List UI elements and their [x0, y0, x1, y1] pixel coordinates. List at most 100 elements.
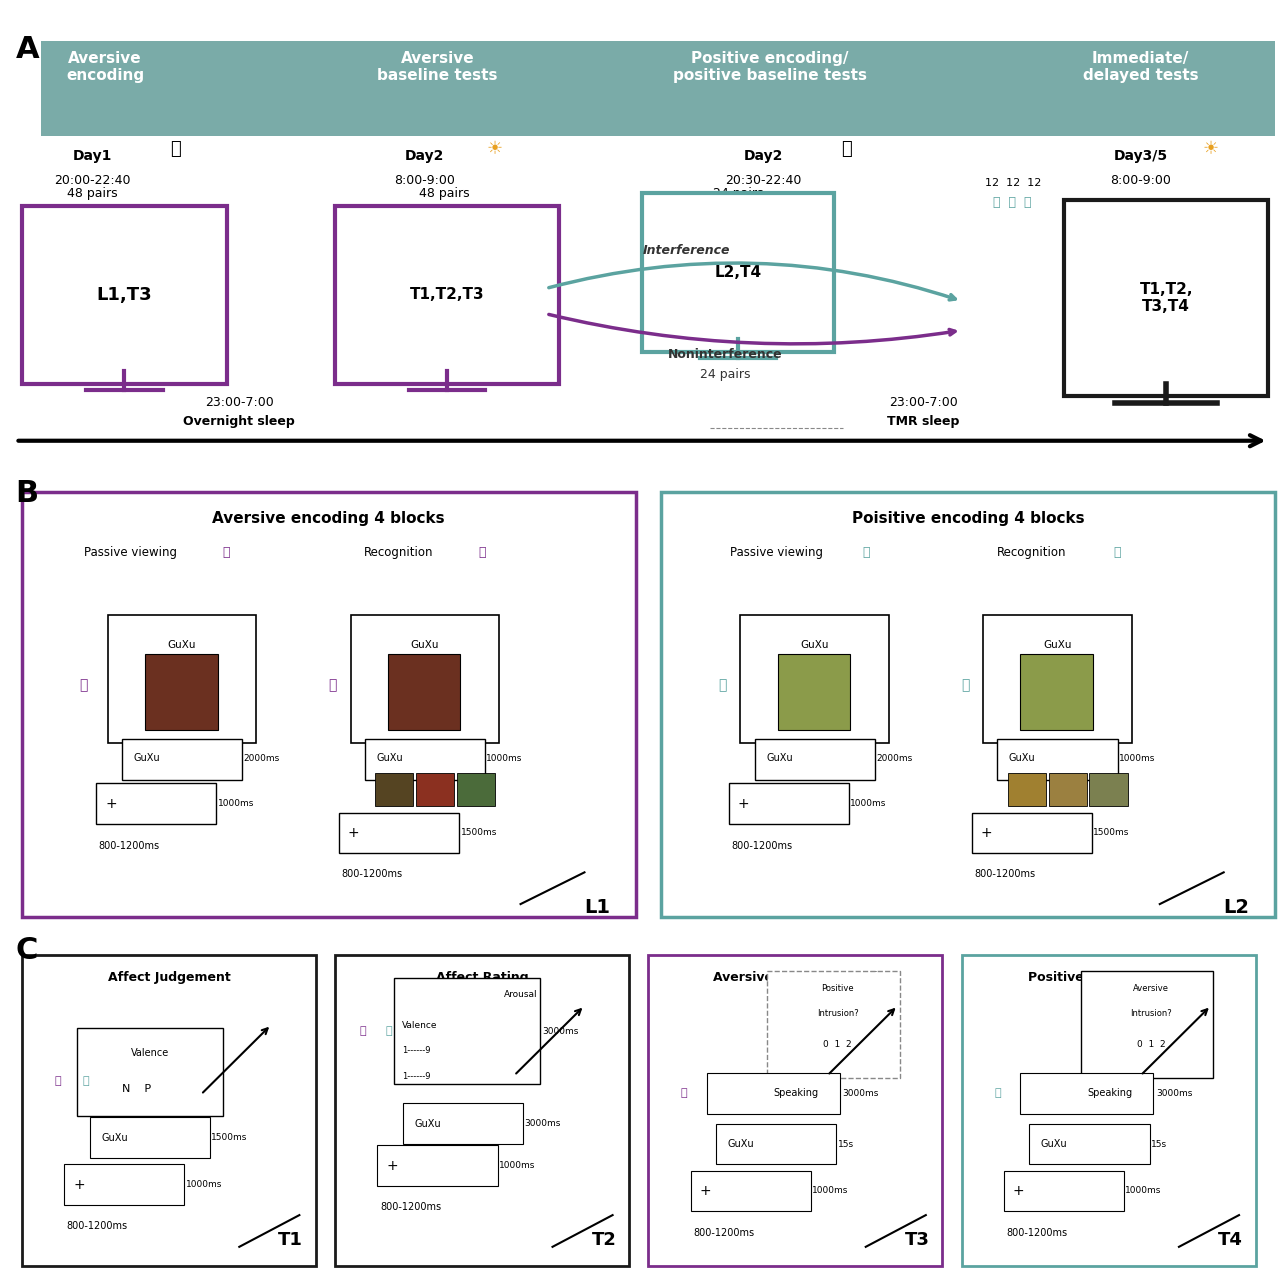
- Text: 23:00-7:00: 23:00-7:00: [205, 397, 273, 409]
- Text: 2000ms: 2000ms: [243, 754, 280, 762]
- FancyBboxPatch shape: [22, 955, 316, 1266]
- FancyBboxPatch shape: [145, 654, 217, 731]
- FancyBboxPatch shape: [642, 194, 833, 352]
- Text: N    P: N P: [122, 1084, 152, 1094]
- FancyBboxPatch shape: [457, 774, 494, 806]
- Text: Recognition: Recognition: [365, 546, 434, 560]
- Text: B: B: [15, 479, 39, 507]
- Text: 1500ms: 1500ms: [461, 829, 497, 838]
- Text: GuXu: GuXu: [1041, 1139, 1067, 1149]
- Text: Aversive memory recall: Aversive memory recall: [713, 972, 878, 984]
- Text: 🔊: 🔊: [360, 1026, 367, 1037]
- Text: 3000ms: 3000ms: [542, 1026, 579, 1035]
- FancyBboxPatch shape: [1030, 1123, 1149, 1164]
- FancyBboxPatch shape: [335, 955, 629, 1266]
- Text: Poisitive encoding 4 blocks: Poisitive encoding 4 blocks: [851, 510, 1084, 525]
- FancyBboxPatch shape: [64, 1164, 185, 1205]
- FancyBboxPatch shape: [661, 492, 1275, 917]
- Text: 1500ms: 1500ms: [211, 1133, 248, 1142]
- Text: +: +: [348, 826, 360, 840]
- Text: Valence: Valence: [402, 1021, 437, 1030]
- Text: 15s: 15s: [1150, 1140, 1167, 1149]
- Text: 1000ms: 1000ms: [1125, 1187, 1162, 1196]
- Text: +: +: [105, 797, 117, 811]
- FancyBboxPatch shape: [729, 783, 849, 824]
- Text: T2: T2: [592, 1232, 616, 1249]
- Text: L1: L1: [584, 898, 610, 917]
- Text: T1,T2,
T3,T4: T1,T2, T3,T4: [1139, 282, 1193, 314]
- Text: Recognition: Recognition: [998, 546, 1067, 560]
- Text: GuXu: GuXu: [800, 640, 829, 650]
- Text: Affect Rating: Affect Rating: [435, 972, 529, 984]
- FancyBboxPatch shape: [1089, 774, 1127, 806]
- Text: Positive encoding/
positive baseline tests: Positive encoding/ positive baseline tes…: [673, 51, 867, 83]
- Text: 800-1200ms: 800-1200ms: [99, 840, 159, 850]
- Text: 🔊  🔊  🔊: 🔊 🔊 🔊: [994, 196, 1032, 209]
- Text: Day3/5: Day3/5: [1113, 149, 1167, 163]
- Text: 🔊: 🔊: [1113, 546, 1121, 560]
- Text: L1,T3: L1,T3: [96, 286, 152, 303]
- FancyBboxPatch shape: [1008, 774, 1046, 806]
- Text: +: +: [981, 826, 993, 840]
- Text: 🔊: 🔊: [479, 546, 485, 560]
- Text: 1000ms: 1000ms: [217, 799, 254, 808]
- Text: Aversive
encoding: Aversive encoding: [65, 51, 144, 83]
- Text: 🔊: 🔊: [222, 546, 230, 560]
- Text: 800-1200ms: 800-1200ms: [67, 1221, 128, 1232]
- Text: Day1: Day1: [73, 149, 112, 163]
- Text: 1000ms: 1000ms: [1118, 754, 1156, 762]
- Text: 24 pairs: 24 pairs: [713, 187, 763, 200]
- Text: 1500ms: 1500ms: [1093, 829, 1130, 838]
- Text: GuXu: GuXu: [1009, 754, 1035, 764]
- Text: Day2: Day2: [404, 149, 444, 163]
- FancyBboxPatch shape: [1064, 200, 1269, 397]
- FancyBboxPatch shape: [375, 774, 413, 806]
- Text: 800-1200ms: 800-1200ms: [975, 868, 1035, 878]
- Text: 🔊: 🔊: [994, 1089, 1000, 1098]
- FancyBboxPatch shape: [22, 492, 636, 917]
- FancyBboxPatch shape: [339, 812, 460, 853]
- Text: Passive viewing: Passive viewing: [85, 546, 177, 560]
- Text: Passive viewing: Passive viewing: [729, 546, 823, 560]
- Text: 800-1200ms: 800-1200ms: [732, 840, 792, 850]
- FancyBboxPatch shape: [41, 41, 1275, 136]
- Text: GuXu: GuXu: [728, 1139, 754, 1149]
- Text: T4: T4: [1219, 1232, 1243, 1249]
- Text: TMR sleep: TMR sleep: [887, 416, 959, 428]
- FancyBboxPatch shape: [778, 654, 850, 731]
- Text: 3000ms: 3000ms: [1156, 1089, 1193, 1098]
- FancyBboxPatch shape: [335, 205, 559, 384]
- Text: 1000ms: 1000ms: [186, 1181, 222, 1190]
- Text: Aversive
baseline tests: Aversive baseline tests: [377, 51, 498, 83]
- Text: 0  1  2: 0 1 2: [1136, 1040, 1165, 1049]
- Text: 🔊: 🔊: [962, 678, 969, 692]
- Text: Interference: Interference: [643, 244, 731, 256]
- Text: L2,T4: L2,T4: [714, 265, 761, 280]
- Text: 🌙: 🌙: [169, 140, 181, 158]
- FancyBboxPatch shape: [122, 740, 241, 780]
- Text: T1,T2,T3: T1,T2,T3: [410, 287, 484, 302]
- FancyBboxPatch shape: [1021, 654, 1093, 731]
- Text: 24 pairs: 24 pairs: [700, 368, 750, 381]
- FancyBboxPatch shape: [22, 205, 226, 384]
- FancyBboxPatch shape: [365, 740, 485, 780]
- Text: ☀: ☀: [1203, 140, 1219, 158]
- Text: 🌙: 🌙: [841, 140, 851, 158]
- FancyBboxPatch shape: [77, 1029, 222, 1116]
- Text: L2: L2: [1224, 898, 1249, 917]
- Text: 800-1200ms: 800-1200ms: [380, 1202, 440, 1213]
- Text: 48 pairs: 48 pairs: [67, 187, 118, 200]
- Text: 🔊: 🔊: [54, 1076, 62, 1085]
- Text: Arousal: Arousal: [503, 991, 538, 1000]
- Text: +: +: [738, 797, 750, 811]
- FancyBboxPatch shape: [755, 740, 874, 780]
- Text: GuXu: GuXu: [1043, 640, 1072, 650]
- FancyBboxPatch shape: [998, 740, 1117, 780]
- Text: 3000ms: 3000ms: [524, 1119, 561, 1128]
- Text: 🔊: 🔊: [80, 678, 87, 692]
- Text: Positive memory recall: Positive memory recall: [1028, 972, 1189, 984]
- FancyBboxPatch shape: [962, 955, 1256, 1266]
- Text: 20:30-22:40: 20:30-22:40: [725, 175, 801, 187]
- Text: Aversive encoding 4 blocks: Aversive encoding 4 blocks: [212, 510, 446, 525]
- FancyBboxPatch shape: [377, 1145, 497, 1186]
